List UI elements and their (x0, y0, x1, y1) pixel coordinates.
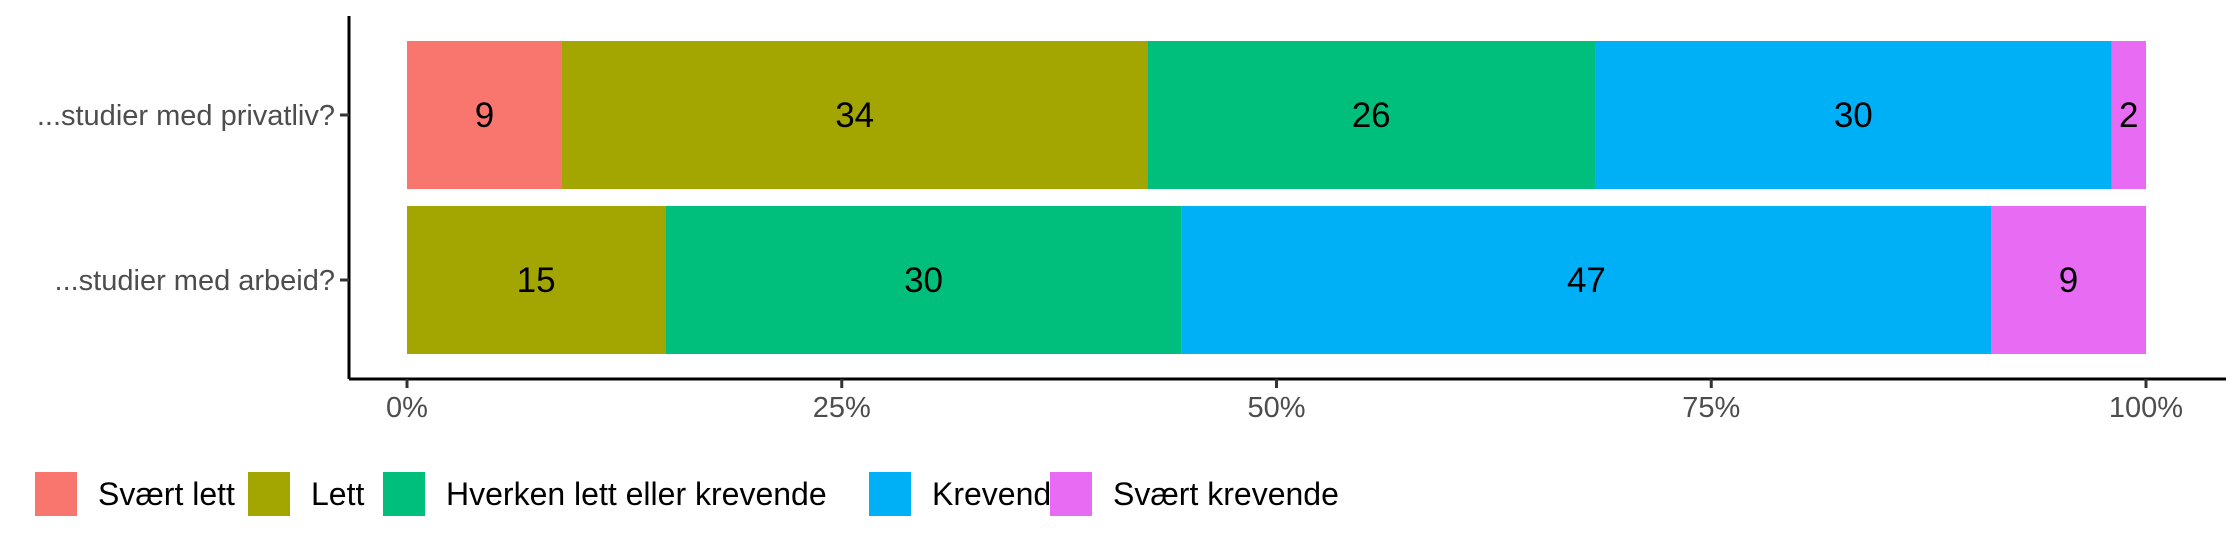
legend: Svært lett Lett Hverken lett eller krevend… (35, 472, 1339, 516)
legend-label: Krevende (932, 476, 1069, 512)
legend-key-5 (1050, 472, 1092, 516)
data-label: 34 (835, 96, 874, 135)
bar-segment-1-1 (407, 41, 562, 189)
data-label: 9 (475, 96, 494, 135)
x-tick-label: 50% (1247, 392, 1305, 424)
legend-label: Svært krevende (1113, 476, 1339, 512)
data-label: 26 (1352, 96, 1391, 135)
legend-key-3 (383, 472, 425, 516)
bar-segment-2-3 (665, 206, 1182, 354)
legend-label: Lett (311, 476, 364, 512)
bar-segment-1-2 (561, 41, 1148, 189)
data-label: 47 (1567, 261, 1606, 300)
legend-key-4 (869, 472, 911, 516)
x-tick-label: 100% (2109, 392, 2183, 424)
bar-segment-2-2 (407, 206, 666, 354)
data-label: 30 (1834, 96, 1873, 135)
bar-segment-1-4 (1595, 41, 2112, 189)
x-tick-label: 0% (386, 392, 428, 424)
axes-layer: ...studier med privatliv? ...studier med … (37, 16, 2226, 424)
data-label: 9 (2059, 261, 2078, 300)
y-tick-label: ...studier med privatliv? (37, 100, 335, 132)
bar-segment-1-3 (1147, 41, 1596, 189)
y-tick-label: ...studier med arbeid? (55, 265, 335, 297)
bar-segment-1-5 (2111, 41, 2146, 189)
legend-key-1 (35, 472, 77, 516)
data-labels-layer: 9 34 26 30 2 15 30 47 9 (475, 96, 2139, 300)
legend-key-2 (248, 472, 290, 516)
bar-segment-2-4 (1181, 206, 1992, 354)
bars-layer (407, 41, 2146, 354)
legend-label: Hverken lett eller krevende (446, 476, 827, 512)
bar-segment-2-5 (1991, 206, 2146, 354)
x-tick-label: 75% (1682, 392, 1740, 424)
data-label: 2 (2119, 96, 2138, 135)
data-label: 15 (517, 261, 556, 300)
legend-label: Svært lett (98, 476, 235, 512)
data-label: 30 (904, 261, 943, 300)
x-tick-label: 25% (813, 392, 871, 424)
